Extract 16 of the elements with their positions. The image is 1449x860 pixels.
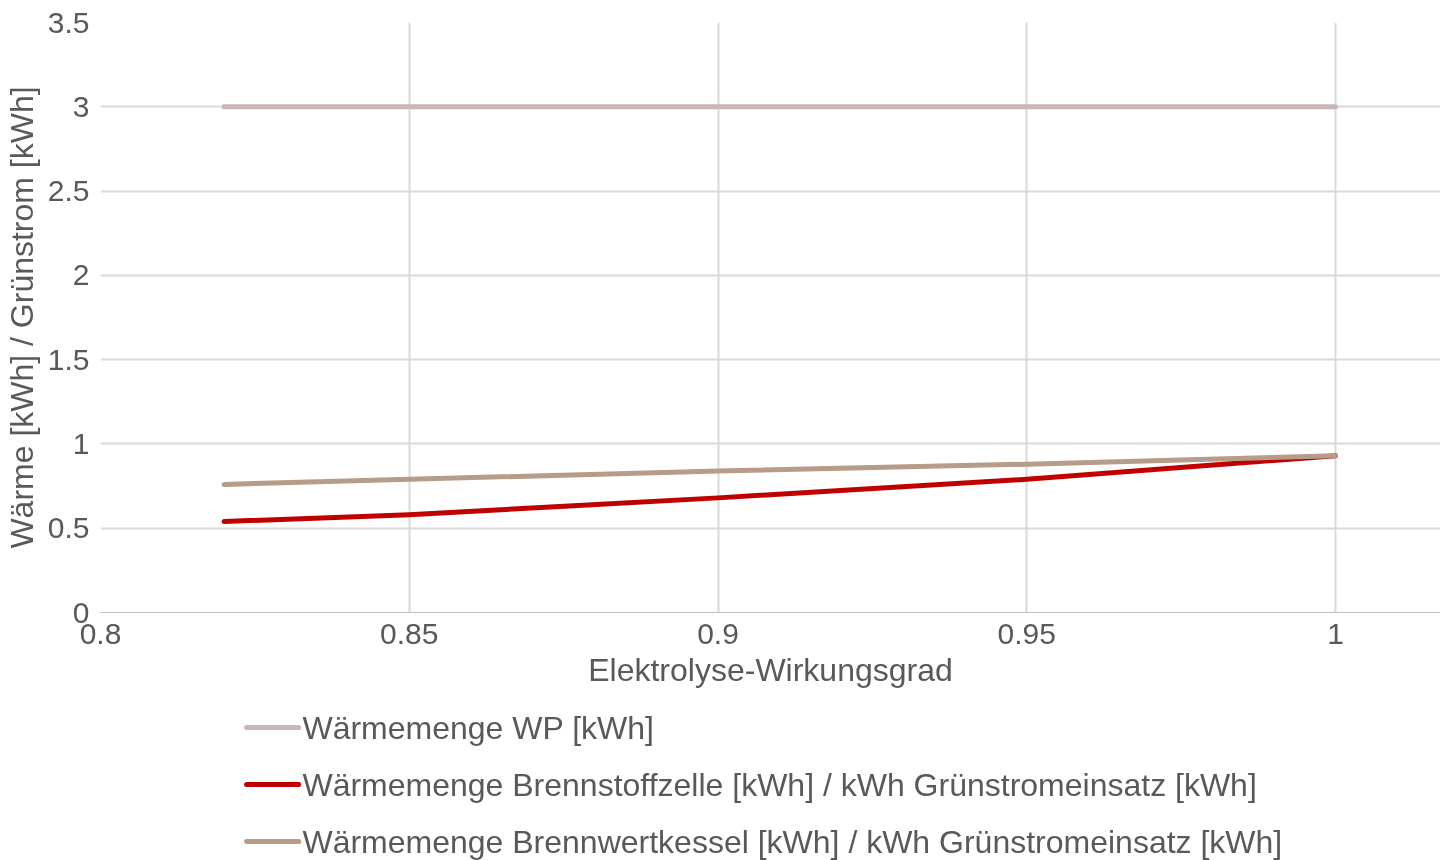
x-axis-title: Elektrolyse-Wirkungsgrad: [588, 651, 953, 688]
legend-label: Wärmemenge Brennstoffzelle [kWh] / kWh Grünstromeinsatz [kWh]: [302, 766, 1257, 803]
y-tick-label: 3: [72, 89, 90, 123]
y-tick-label: 3.5: [47, 5, 90, 39]
y-tick-label: 2: [72, 258, 90, 292]
x-tick-label: 0.95: [997, 616, 1056, 650]
y-axis-title: Wärme [kWh] / Grünstrom [kWh]: [3, 86, 40, 549]
legend-label: Wärmemenge Brennwertkessel [kWh] / kWh Grünstromeinsatz [kWh]: [302, 823, 1283, 860]
y-tick-label: 0.5: [47, 511, 90, 545]
y-tick-label: 1: [72, 426, 90, 460]
x-tick-label: 0.85: [380, 616, 439, 650]
x-tick-label: 1: [1327, 616, 1344, 650]
y-tick-label: 2.5: [47, 174, 90, 208]
x-tick-label: 0.9: [697, 616, 739, 650]
legend-label: Wärmemenge WP [kWh]: [302, 709, 654, 746]
y-tick-label: 1.5: [47, 342, 90, 376]
